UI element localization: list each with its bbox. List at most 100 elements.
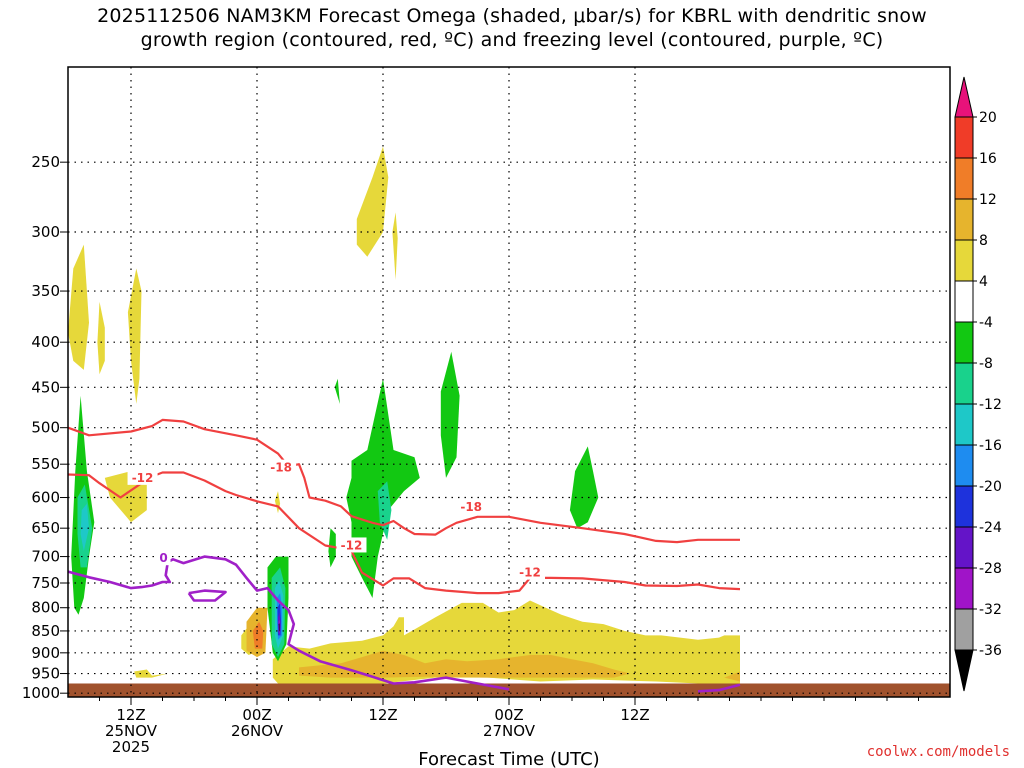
contour-label: -18 <box>460 500 482 514</box>
contour-label-bg <box>156 550 171 566</box>
x-tick-label: 00Z <box>242 706 271 724</box>
contour-label: 0 <box>159 551 167 565</box>
freezing-contour-1 <box>697 683 741 693</box>
y-tick-label: 650 <box>31 519 60 537</box>
colorbar-box <box>954 485 974 528</box>
x-tick-label: 12Z <box>116 706 145 724</box>
omega-region-6 <box>134 669 168 678</box>
x-tick-label: 12Z <box>620 706 649 724</box>
colorbar-label: -20 <box>979 479 1002 495</box>
contour-label: -12 <box>341 538 363 552</box>
omega-region-12 <box>252 621 264 649</box>
omega-region-0 <box>68 244 89 370</box>
y-tick-label: 600 <box>31 489 60 507</box>
colorbar-box <box>954 362 974 405</box>
y-tick-label: 1000 <box>22 684 60 702</box>
omega-region-9 <box>299 650 630 678</box>
y-tick-label: 800 <box>31 599 60 617</box>
colorbar-label: 8 <box>979 233 988 249</box>
colorbar-box <box>954 157 974 200</box>
omega-shading <box>68 146 740 684</box>
colorbar-min-triangle <box>954 649 974 692</box>
plot-frame <box>67 66 951 698</box>
freezing-contour-0 <box>68 555 510 691</box>
colorbar-box <box>954 444 974 487</box>
x-tick-label: 27NOV <box>483 722 536 740</box>
omega-region-18 <box>440 351 460 478</box>
dgz-contour-1 <box>68 471 741 595</box>
colorbar: 20 16 12 8 4 -4 -8 -12 -16 -20 -24 -28 -32 -36 <box>954 76 1002 692</box>
colorbar-box <box>954 403 974 446</box>
omega-region-1 <box>97 301 105 375</box>
x-tick-label: 26NOV <box>231 722 284 740</box>
colorbar-box <box>954 567 974 610</box>
y-tick-label: 450 <box>31 378 60 396</box>
contour-label-bg <box>456 498 487 514</box>
chart-title-line2: growth region (contoured, red, ºC) and f… <box>140 29 884 51</box>
omega-region-4 <box>356 146 389 257</box>
dgz-contour-0 <box>68 418 740 544</box>
colorbar-box <box>954 198 974 241</box>
colorbar-label: 20 <box>979 110 997 126</box>
colorbar-box <box>954 321 974 364</box>
colorbar-label: -36 <box>979 643 1002 659</box>
omega-region-29 <box>278 623 280 632</box>
colorbar-label: -24 <box>979 520 1002 536</box>
omega-region-11 <box>724 671 740 682</box>
colorbar-label: 4 <box>979 274 988 290</box>
colorbar-box <box>954 280 974 323</box>
x-axis-title: Forecast Time (UTC) <box>418 749 599 768</box>
y-tick-label: 500 <box>31 419 60 437</box>
colorbar-label: -32 <box>979 602 1002 618</box>
colorbar-box <box>954 608 974 651</box>
colorbar-label: -4 <box>979 315 993 331</box>
y-tick-label: 250 <box>31 153 60 171</box>
colorbar-label: -12 <box>979 397 1002 413</box>
contour-label: -18 <box>270 461 292 475</box>
colorbar-label: -8 <box>979 356 993 372</box>
contour-label: -12 <box>519 566 541 580</box>
colorbar-label: -28 <box>979 561 1002 577</box>
colorbar-label: 16 <box>979 151 997 167</box>
y-tick-label: 700 <box>31 548 60 566</box>
colorbar-box <box>954 239 974 282</box>
x-tick-label: 25NOV <box>105 722 158 740</box>
colorbar-label: -16 <box>979 438 1002 454</box>
x-tick-label: 2025 <box>112 738 150 756</box>
colorbar-max-triangle <box>954 76 974 118</box>
y-tick-label: 950 <box>31 665 60 683</box>
colorbar-label: 12 <box>979 192 997 208</box>
y-tick-label: 750 <box>31 574 60 592</box>
freezing-contour-2 <box>187 589 227 602</box>
contour-label-bg <box>515 564 545 580</box>
x-tick-label: 00Z <box>494 706 523 724</box>
y-tick-label: 900 <box>31 644 60 662</box>
grid-lines <box>68 67 950 697</box>
contour-label-bg <box>266 459 297 475</box>
contour-label: -12 <box>132 471 154 485</box>
y-tick-label: 550 <box>31 455 60 473</box>
omega-region-24 <box>80 503 89 552</box>
x-tick-label: 12Z <box>368 706 397 724</box>
y-tick-label: 350 <box>31 282 60 300</box>
contour-lines <box>68 418 741 693</box>
omega-region-2 <box>127 268 142 404</box>
y-tick-label: 850 <box>31 622 60 640</box>
omega-region-5 <box>392 212 398 280</box>
y-tick-label: 400 <box>31 333 60 351</box>
colorbar-box <box>954 116 974 159</box>
contour-label-bg <box>127 469 158 485</box>
credit-text: coolwx.com/models <box>866 744 1010 760</box>
omega-region-19 <box>569 446 599 529</box>
colorbar-box <box>954 526 974 569</box>
omega-region-15 <box>334 378 340 404</box>
omega-region-30 <box>274 491 281 514</box>
y-tick-label: 300 <box>31 223 60 241</box>
contour-label-bg <box>336 537 367 553</box>
y-axis: 250 300 350 400 450 500 550 600 650 700 750 800 850 9… <box>22 153 68 702</box>
chart-title: 2025112506 NAM3KM Forecast Omega (shaded… <box>0 4 1024 52</box>
contour-labels: -18 -12 -12 -18 -12 0 <box>127 459 545 580</box>
chart-title-line1: 2025112506 NAM3KM Forecast Omega (shaded… <box>97 5 927 27</box>
